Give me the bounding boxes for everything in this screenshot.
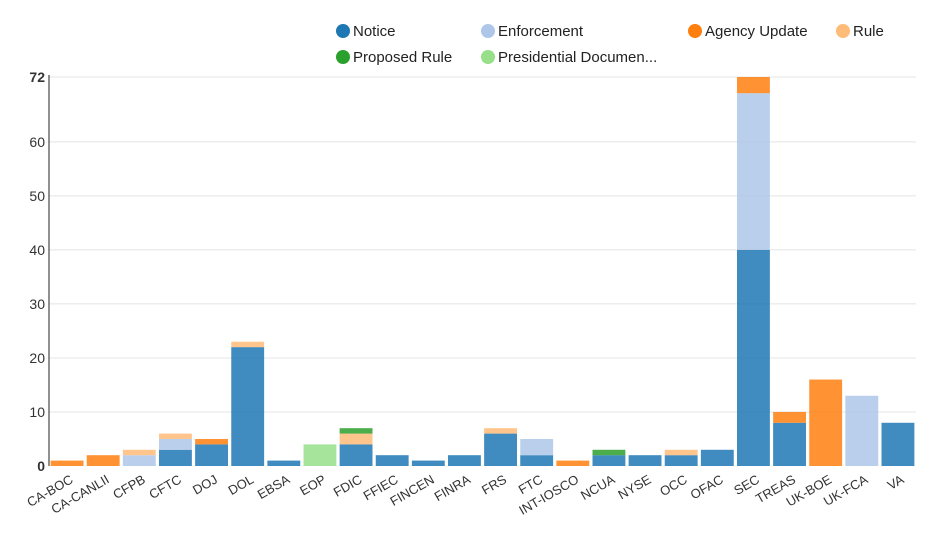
bar-va-notice[interactable] <box>881 422 915 466</box>
bar-cfpb-rule[interactable] <box>122 449 156 456</box>
legend-label-rule[interactable]: Rule <box>853 23 884 40</box>
x-tick-label-occ: OCC <box>657 472 690 499</box>
bar-ebsa-notice[interactable] <box>267 460 301 466</box>
y-tick-label: 10 <box>29 404 45 420</box>
bars <box>50 77 915 466</box>
bar-cftc-enforcement[interactable] <box>159 438 192 450</box>
x-tick-label-doj: DOJ <box>190 472 220 498</box>
legend-label-notice[interactable]: Notice <box>353 23 396 40</box>
bar-dol-notice[interactable] <box>231 347 265 466</box>
x-tick-label-nyse: NYSE <box>615 471 653 502</box>
bar-sec-notice[interactable] <box>737 249 770 466</box>
legend-label-agency-update[interactable]: Agency Update <box>705 23 808 40</box>
x-tick-label-ofac: OFAC <box>688 472 726 503</box>
x-tick-label-eop: EOP <box>297 472 328 499</box>
x-tick-label-cftc: CFTC <box>146 472 184 502</box>
x-tick-label-cfpb: CFPB <box>110 472 148 502</box>
bar-nyse-notice[interactable] <box>628 455 662 466</box>
bar-fdic-proposed-rule[interactable] <box>339 428 373 434</box>
x-tick-label-finra: FINRA <box>432 471 474 504</box>
legend-swatch-notice[interactable] <box>336 24 350 38</box>
bar-ftc-enforcement[interactable] <box>520 438 554 456</box>
legend-swatch-agency-update[interactable] <box>688 24 702 38</box>
legend-swatch-enforcement[interactable] <box>481 24 495 38</box>
bar-occ-rule[interactable] <box>664 449 698 456</box>
bar-doj-agency-update[interactable] <box>195 438 228 445</box>
bar-frs-rule[interactable] <box>484 428 517 434</box>
bar-ncua-notice[interactable] <box>592 455 626 466</box>
legend-label-presidential-documen[interactable]: Presidential Documen... <box>498 49 657 66</box>
bar-ftc-notice[interactable] <box>520 455 554 466</box>
bar-ofac-notice[interactable] <box>700 449 734 466</box>
bar-treas-agency-update[interactable] <box>773 411 806 423</box>
legend-swatch-presidential-documen[interactable] <box>481 50 495 64</box>
x-tick-label-ebsa: EBSA <box>255 471 293 501</box>
bar-ca-boc-agency-update[interactable] <box>50 460 84 466</box>
bar-treas-notice[interactable] <box>773 422 806 466</box>
bar-ffiec-notice[interactable] <box>375 455 409 466</box>
y-tick-label: 60 <box>29 134 45 150</box>
legend-label-enforcement[interactable]: Enforcement <box>498 23 584 40</box>
bar-fincen-notice[interactable] <box>411 460 445 466</box>
bar-finra-notice[interactable] <box>448 455 481 466</box>
x-tick-label-va: VA <box>885 471 907 492</box>
y-tick-label: 50 <box>29 188 45 204</box>
y-tick-label: 40 <box>29 242 45 258</box>
gridlines <box>49 76 916 413</box>
bar-doj-notice[interactable] <box>195 444 228 466</box>
y-axis: 0 10 20 30 40 50 60 72 <box>29 69 50 474</box>
x-tick-label-fdic: FDIC <box>331 472 365 500</box>
legend: Notice Enforcement Agency Update Rule Propos… <box>336 23 884 66</box>
legend-swatch-proposed-rule[interactable] <box>336 50 350 64</box>
bar-uk-boe-agency-update[interactable] <box>809 379 843 466</box>
y-tick-label: 0 <box>37 458 45 474</box>
x-tick-label-ncua: NCUA <box>578 471 618 503</box>
bar-cftc-rule[interactable] <box>159 433 192 439</box>
legend-label-proposed-rule[interactable]: Proposed Rule <box>353 49 452 66</box>
y-tick-label: 20 <box>29 350 45 366</box>
bar-int-iosco-agency-update[interactable] <box>556 460 590 466</box>
bar-fdic-rule[interactable] <box>339 433 373 445</box>
bar-sec-agency-update[interactable] <box>737 77 770 94</box>
bar-fdic-notice[interactable] <box>339 444 373 466</box>
bar-occ-notice[interactable] <box>664 455 698 466</box>
bar-eop-presidential-documen[interactable] <box>303 444 337 466</box>
x-tick-label-dol: DOL <box>226 472 257 498</box>
y-tick-label: 30 <box>29 296 45 312</box>
bar-dol-rule[interactable] <box>231 341 265 348</box>
bar-ncua-proposed-rule[interactable] <box>592 449 626 456</box>
bar-sec-enforcement[interactable] <box>737 93 770 250</box>
x-tick-label-frs: FRS <box>479 471 509 497</box>
bar-frs-notice[interactable] <box>484 433 517 466</box>
bar-ca-canlii-agency-update[interactable] <box>86 455 120 466</box>
y-tick-label: 72 <box>29 69 45 85</box>
bar-cftc-notice[interactable] <box>159 449 192 466</box>
legend-swatch-rule[interactable] <box>836 24 850 38</box>
bar-cfpb-enforcement[interactable] <box>122 455 156 466</box>
bar-uk-fca-enforcement[interactable] <box>845 395 879 466</box>
